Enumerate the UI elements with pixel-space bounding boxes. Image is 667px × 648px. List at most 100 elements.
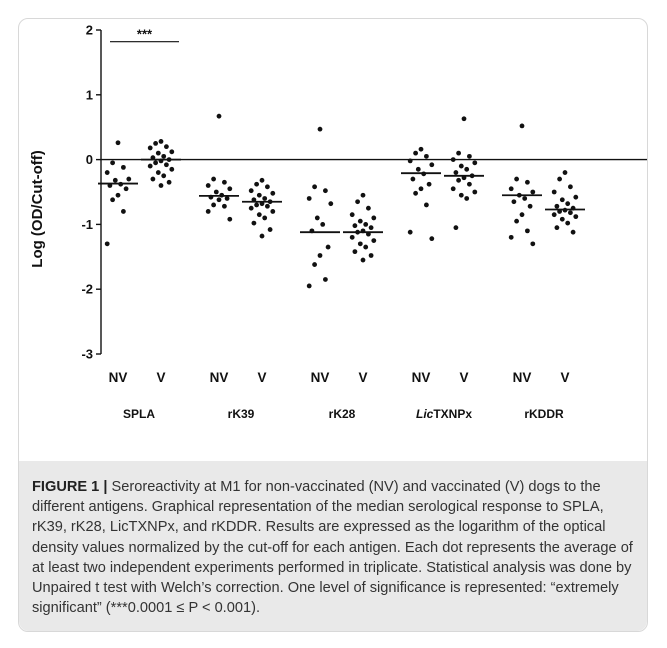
data-point [265,203,270,209]
data-point [126,176,132,182]
y-tick-label: 1 [86,87,93,102]
data-point [557,176,562,182]
caption-label: FIGURE 1 | [32,479,108,495]
data-point [248,188,254,194]
group-label: NV [412,370,431,385]
data-point [360,192,366,198]
data-point [323,277,328,282]
group-label: NV [109,370,128,385]
data-point [153,141,159,146]
data-point [573,194,579,200]
data-point [349,234,355,240]
data-point [270,190,276,196]
data-point [312,262,317,267]
data-point [418,186,424,192]
data-point [562,170,568,175]
data-point [166,179,172,185]
data-point [525,228,530,234]
group-label: V [358,370,367,385]
group-label: V [257,370,266,385]
data-point [211,202,217,208]
data-point [115,140,121,146]
data-point [450,186,456,192]
data-point [270,209,276,214]
data-point [317,253,323,258]
data-point [323,188,328,194]
data-point [514,218,519,224]
data-point [525,179,530,185]
data-point [559,197,565,203]
data-point [554,225,560,231]
data-point [418,146,424,152]
data-point [456,177,461,183]
data-point [511,199,517,205]
data-point [467,153,472,159]
data-point [352,249,358,255]
data-point [224,196,230,201]
y-tick-label: 0 [86,152,93,167]
data-point [363,222,369,227]
y-tick-label: -1 [81,217,93,232]
data-point [352,223,358,229]
data-point [570,229,576,235]
data-point [216,113,222,119]
data-point [227,186,233,192]
y-tick-label: -2 [81,282,93,297]
data-point [363,244,369,250]
data-point [368,253,374,258]
data-point [251,220,257,226]
y-tick-label: 2 [86,23,93,38]
group-label: V [156,370,165,385]
data-point [164,162,169,168]
data-point [519,123,525,129]
data-point [248,205,254,211]
data-point [259,233,265,239]
data-point [413,190,418,196]
data-point [262,215,268,221]
group-label: NV [210,370,229,385]
data-point [267,227,273,232]
data-point [456,150,461,156]
data-point [205,209,211,214]
data-point [458,163,464,169]
data-point [559,216,565,222]
data-point [360,257,366,263]
data-point [110,160,115,166]
data-point [508,234,514,240]
data-point [222,203,227,209]
antigen-label: rK39 [228,407,255,421]
data-point [514,176,519,182]
data-point [464,166,470,172]
data-point [213,189,219,195]
data-point [413,150,418,156]
data-point [164,144,169,150]
data-point [265,184,270,190]
data-point [147,163,153,169]
data-point [123,186,129,192]
data-point [426,181,432,187]
data-point [407,229,413,235]
data-point [573,214,579,220]
data-point [256,212,262,218]
data-point [429,162,435,168]
antigen-label: rK28 [329,407,356,421]
y-tick-label: -3 [81,347,93,362]
group-label: NV [311,370,330,385]
data-point [161,153,167,159]
data-point [115,192,121,198]
data-point [371,238,377,244]
data-point [464,196,470,201]
data-point [158,139,164,144]
group-label: V [560,370,569,385]
data-point [472,189,478,195]
data-point [424,202,429,208]
data-point [169,149,175,155]
data-point [450,157,456,163]
data-point [328,201,334,207]
data-point [205,183,211,188]
data-point [254,202,259,208]
figure-panel: 2 1 0 -1 -2 -3 *** NV V NV V NV V NV V NV V SPLA rK39 rK2… [18,18,648,632]
antigen-label: rKDDR [524,407,564,421]
data-point [158,183,164,188]
data-point [155,150,161,156]
